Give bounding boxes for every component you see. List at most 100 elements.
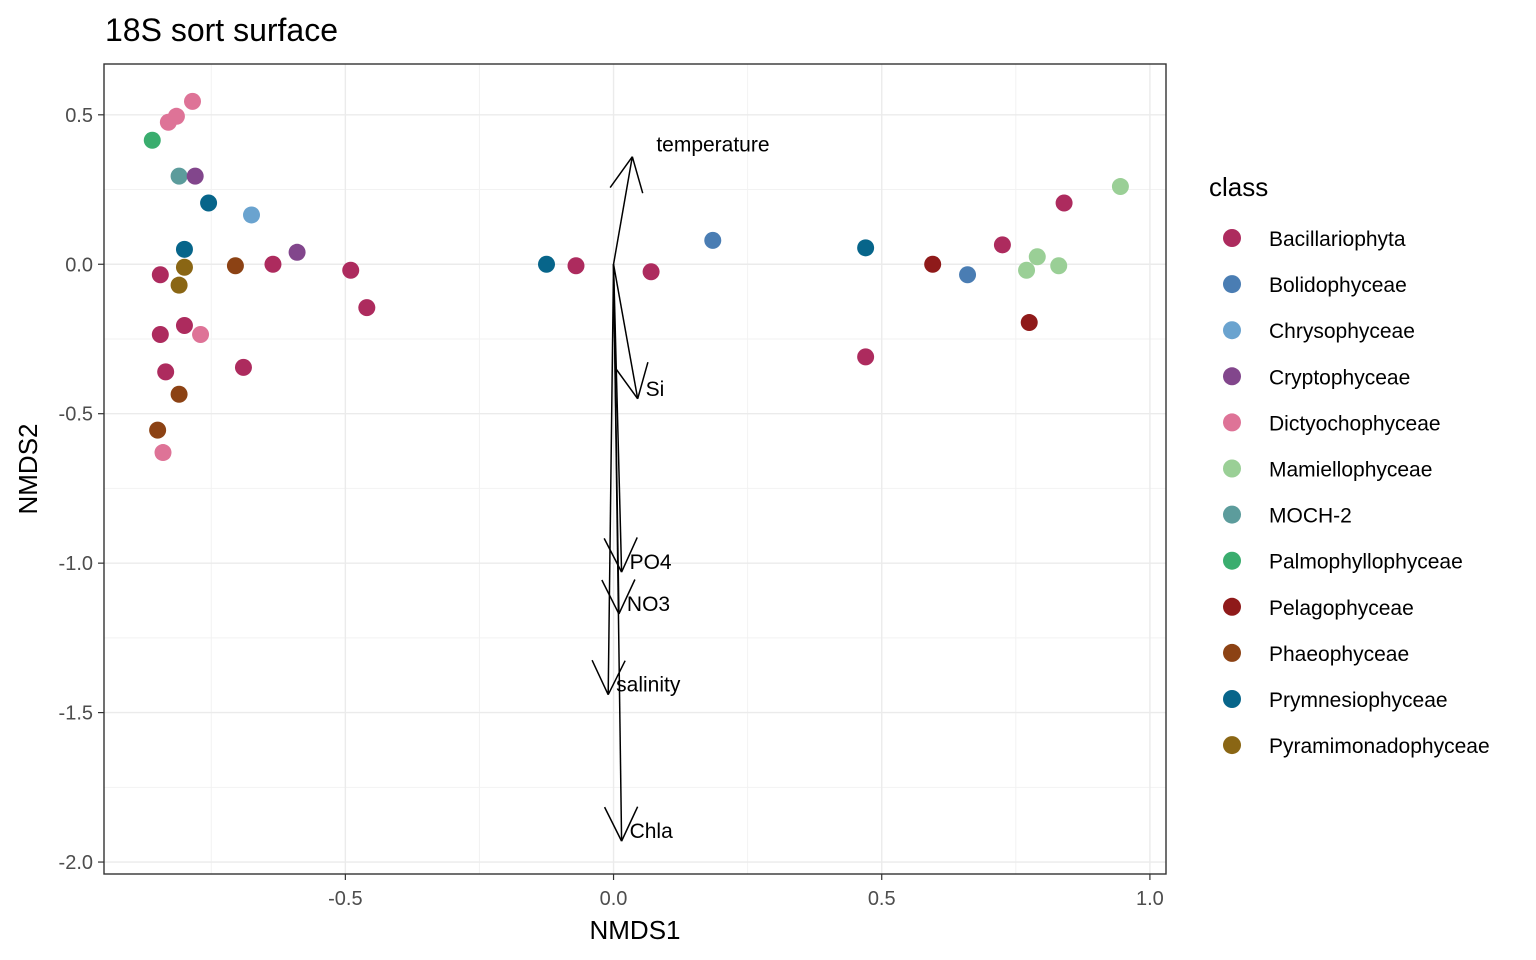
- x-tick-label: -0.5: [328, 888, 362, 910]
- data-point: [538, 255, 555, 273]
- data-point: [1111, 178, 1129, 196]
- legend-label: Cryptophyceae: [1269, 366, 1410, 389]
- data-point: [170, 385, 188, 403]
- data-point: [1028, 248, 1046, 266]
- data-point: [288, 243, 306, 261]
- data-point: [154, 444, 172, 462]
- data-point: [175, 240, 193, 258]
- vector-line: [612, 264, 623, 842]
- data-point: [264, 255, 282, 273]
- legend-key: [1223, 367, 1241, 386]
- y-tick-label: -1.0: [59, 553, 93, 575]
- data-point: [959, 266, 977, 284]
- data-point: [192, 325, 210, 343]
- data-point: [151, 325, 169, 343]
- legend-label: Pelagophyceae: [1269, 597, 1414, 620]
- legend-key: [1223, 551, 1241, 570]
- vector-label-temperature: temperature: [656, 134, 769, 157]
- data-point: [857, 348, 875, 366]
- x-tick-label: 0.5: [868, 888, 896, 910]
- y-tick-label: 0.0: [65, 254, 93, 276]
- vector-arrowhead: [618, 579, 636, 615]
- vector-labels: temperature Si PO4 NO3 salinity Chla: [616, 134, 769, 843]
- y-axis: 0.5 0.0 -0.5 -1.0 -1.5 -2.0: [59, 105, 104, 874]
- x-axis-title: NMDS1: [589, 915, 680, 945]
- vector-arrowhead: [603, 806, 623, 842]
- vector-label-no3: NO3: [627, 593, 670, 616]
- data-point: [358, 299, 376, 317]
- legend-key: [1223, 275, 1241, 294]
- data-point: [243, 206, 260, 224]
- vector-arrowhead: [620, 806, 639, 842]
- data-point: [175, 317, 193, 335]
- vector-label-po4: PO4: [630, 551, 672, 574]
- data-point: [226, 257, 244, 275]
- vector-label-salinity: salinity: [616, 674, 681, 697]
- legend-label: Prymnesiophyceae: [1269, 689, 1448, 712]
- legend-key: [1223, 321, 1241, 340]
- legend-label: Bolidophyceae: [1269, 274, 1407, 297]
- vector-arrowhead: [609, 156, 633, 188]
- legend-key: [1223, 597, 1241, 616]
- grid-lines: [104, 64, 1166, 874]
- legend-key: [1223, 690, 1241, 708]
- data-point: [170, 276, 188, 294]
- data-point: [342, 261, 360, 279]
- vector-arrowhead: [636, 361, 649, 399]
- legend-title: class: [1209, 172, 1268, 202]
- vector-label-si: Si: [646, 378, 665, 401]
- vector-arrowhead: [601, 579, 620, 615]
- x-axis: -0.5 0.0 0.5 1.0: [328, 874, 1164, 910]
- data-point: [857, 239, 875, 257]
- plot-border: [103, 63, 1167, 875]
- vector-line: [612, 156, 634, 265]
- data-point: [175, 258, 193, 276]
- data-point: [143, 131, 161, 149]
- data-points: [143, 92, 1129, 462]
- data-point: [567, 257, 585, 275]
- y-tick-label: -1.5: [59, 703, 93, 725]
- y-axis-title: NMDS2: [13, 423, 43, 514]
- data-point: [704, 231, 722, 249]
- data-point: [170, 167, 188, 185]
- legend-key: [1223, 413, 1241, 432]
- chart-title: 18S sort surface: [105, 12, 338, 48]
- y-tick-label: 0.5: [65, 105, 93, 127]
- data-point: [234, 358, 252, 376]
- data-point: [642, 263, 660, 281]
- legend-key: [1223, 229, 1241, 247]
- legend-label: Palmophyllophyceae: [1269, 551, 1463, 574]
- legend-label: MOCH-2: [1269, 505, 1352, 528]
- data-point: [1018, 261, 1036, 279]
- vector-arrowhead: [591, 659, 609, 695]
- plot-panel: [104, 64, 1166, 874]
- legend-label: Bacillariophyta: [1269, 228, 1406, 251]
- legend-label: Pyramimonadophyceae: [1269, 735, 1490, 758]
- legend-label: Phaeophyceae: [1269, 643, 1409, 666]
- vector-arrowhead: [620, 537, 638, 573]
- vector-arrowhead: [631, 156, 644, 194]
- data-point: [1050, 257, 1068, 275]
- legend-key: [1223, 459, 1241, 478]
- data-point: [186, 167, 204, 185]
- vector-arrowhead: [607, 660, 626, 695]
- vector-line: [612, 264, 639, 399]
- vector-line: [607, 264, 615, 695]
- legend-label: Chrysophyceae: [1269, 320, 1415, 343]
- legend-label: Mamiellophyceae: [1269, 459, 1432, 482]
- legend-label: Dictyochophyceae: [1269, 412, 1441, 435]
- x-tick-label: 1.0: [1136, 888, 1164, 910]
- data-point: [184, 92, 201, 110]
- data-point: [157, 363, 175, 381]
- data-point: [149, 421, 167, 439]
- legend-key: [1223, 736, 1241, 755]
- environment-vectors: [591, 156, 649, 842]
- legend-key: [1223, 643, 1241, 662]
- data-point: [167, 107, 185, 125]
- y-tick-label: -2.0: [59, 852, 93, 874]
- legend: class Bacillariophyta Bolidophyceae Chryso…: [1209, 172, 1490, 758]
- y-tick-label: -0.5: [59, 404, 93, 426]
- data-point: [993, 236, 1011, 254]
- data-point: [1055, 194, 1073, 212]
